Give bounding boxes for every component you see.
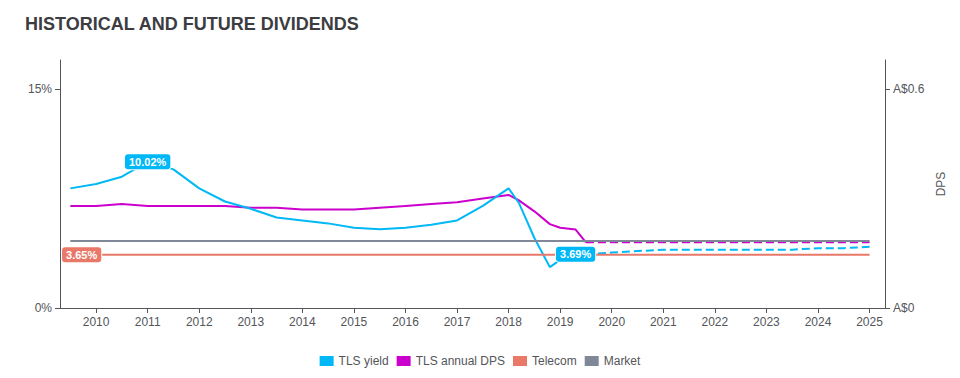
svg-text:2010: 2010 bbox=[83, 315, 110, 329]
svg-text:2014: 2014 bbox=[289, 315, 316, 329]
svg-text:0%: 0% bbox=[35, 301, 53, 315]
svg-text:Market: Market bbox=[604, 354, 641, 368]
svg-text:2016: 2016 bbox=[392, 315, 419, 329]
svg-text:10.02%: 10.02% bbox=[129, 156, 167, 168]
svg-text:2013: 2013 bbox=[237, 315, 264, 329]
svg-text:2018: 2018 bbox=[495, 315, 522, 329]
svg-text:A$0: A$0 bbox=[893, 301, 915, 315]
svg-text:Telecom: Telecom bbox=[532, 354, 577, 368]
svg-text:3.65%: 3.65% bbox=[66, 249, 97, 261]
svg-text:2025: 2025 bbox=[856, 315, 883, 329]
svg-text:2012: 2012 bbox=[186, 315, 213, 329]
svg-text:HISTORICAL AND FUTURE DIVIDEND: HISTORICAL AND FUTURE DIVIDENDS bbox=[25, 14, 359, 34]
svg-text:15%: 15% bbox=[28, 82, 52, 96]
svg-text:2022: 2022 bbox=[701, 315, 728, 329]
svg-text:TLS yield: TLS yield bbox=[339, 354, 389, 368]
svg-text:TLS annual DPS: TLS annual DPS bbox=[416, 354, 505, 368]
svg-text:2024: 2024 bbox=[805, 315, 832, 329]
svg-text:2020: 2020 bbox=[598, 315, 625, 329]
svg-text:A$0.6: A$0.6 bbox=[893, 82, 925, 96]
svg-text:DPS: DPS bbox=[934, 172, 948, 197]
svg-text:2021: 2021 bbox=[650, 315, 677, 329]
svg-text:2017: 2017 bbox=[444, 315, 471, 329]
svg-text:2015: 2015 bbox=[341, 315, 368, 329]
svg-text:3.69%: 3.69% bbox=[560, 248, 591, 260]
svg-text:2011: 2011 bbox=[135, 315, 161, 329]
svg-text:2023: 2023 bbox=[753, 315, 780, 329]
svg-text:2019: 2019 bbox=[547, 315, 574, 329]
